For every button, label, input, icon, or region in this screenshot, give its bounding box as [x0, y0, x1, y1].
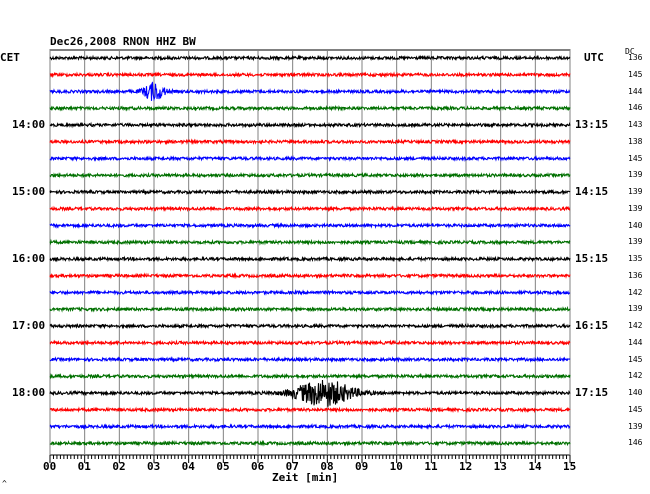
left-hour-label: 17:00	[12, 319, 46, 332]
dc-value: 145	[628, 153, 643, 163]
seismic-trace	[49, 188, 571, 196]
x-tick-label: 13	[493, 460, 507, 473]
dc-value: 142	[628, 287, 643, 297]
dc-value: 136	[628, 53, 643, 62]
x-tick-label: 08	[320, 460, 334, 473]
dc-value: 139	[628, 187, 643, 196]
seismic-trace	[49, 422, 571, 430]
x-tick-label: 11	[424, 460, 438, 473]
seismic-trace	[49, 289, 571, 296]
seismic-trace	[49, 104, 571, 112]
left-axis-label: CET	[0, 51, 20, 64]
right-hour-label: 16:15	[575, 319, 609, 332]
x-tick-label: 06	[251, 460, 265, 473]
seismic-trace	[49, 121, 571, 129]
seismic-trace	[49, 322, 571, 330]
x-tick-label: 09	[355, 460, 369, 473]
x-tick-label: 01	[77, 460, 91, 473]
dc-value: 139	[628, 421, 643, 431]
dc-value: 144	[628, 86, 643, 96]
seismic-trace	[49, 372, 571, 380]
dc-value: 136	[628, 270, 643, 280]
dc-value: 138	[628, 136, 643, 146]
dc-value: 135	[628, 254, 643, 263]
dc-value: 139	[628, 304, 643, 314]
x-tick-label: 04	[181, 460, 195, 473]
right-hour-label: 15:15	[575, 252, 609, 265]
seismic-trace	[49, 81, 571, 102]
dc-value: 139	[628, 237, 643, 247]
seismic-trace	[49, 138, 571, 146]
seismic-trace	[49, 272, 571, 280]
dc-value: 146	[628, 438, 643, 448]
x-tick-label: 03	[147, 460, 161, 473]
seismic-trace	[49, 356, 571, 363]
dc-value: 144	[628, 337, 643, 347]
left-hour-label: 15:00	[12, 185, 46, 198]
left-hour-label: 18:00	[12, 386, 46, 399]
dc-value: 146	[628, 103, 643, 113]
left-hour-label: 16:00	[12, 252, 46, 265]
footer-mark: ^	[2, 479, 7, 488]
x-tick-label: 00	[43, 460, 57, 473]
seismic-trace	[49, 71, 571, 79]
seismic-trace	[49, 255, 571, 263]
seismic-trace	[49, 238, 571, 246]
seismic-trace	[49, 155, 571, 162]
seismic-trace	[49, 222, 571, 230]
dc-value: 145	[628, 404, 643, 414]
seismic-trace	[49, 205, 571, 213]
right-hour-label: 14:15	[575, 185, 609, 198]
dc-value: 142	[628, 321, 643, 330]
left-hour-label: 14:00	[12, 118, 46, 131]
seismic-trace	[49, 379, 571, 407]
dc-value: 145	[628, 69, 643, 79]
right-hour-label: 17:15	[575, 386, 609, 399]
dc-value: 140	[628, 388, 643, 397]
x-tick-label: 10	[389, 460, 403, 473]
x-tick-label: 14	[528, 460, 542, 473]
x-tick-label: 15	[563, 460, 577, 473]
seismic-trace	[49, 171, 571, 179]
seismic-trace	[49, 339, 571, 347]
x-tick-label: 05	[216, 460, 230, 473]
dc-value: 139	[628, 203, 643, 213]
dc-value: 142	[628, 371, 643, 381]
dc-value: 140	[628, 220, 643, 230]
x-axis-label: Zeit [min]	[272, 471, 339, 484]
seismic-trace	[49, 305, 571, 313]
seismic-trace	[49, 54, 571, 62]
chart-title: Dec26,2008 RNON HHZ BW	[50, 35, 196, 48]
seismic-trace	[49, 439, 571, 447]
dc-value: 143	[628, 120, 643, 129]
x-tick-label: 07	[285, 460, 299, 473]
dc-value: 145	[628, 354, 643, 364]
x-tick-label: 12	[459, 460, 473, 473]
dc-value: 139	[628, 170, 643, 180]
dc-label: DC	[625, 47, 635, 56]
seismic-trace	[49, 406, 571, 414]
x-tick-label: 02	[112, 460, 126, 473]
right-hour-label: 13:15	[575, 118, 609, 131]
right-axis-label: UTC	[584, 51, 604, 64]
